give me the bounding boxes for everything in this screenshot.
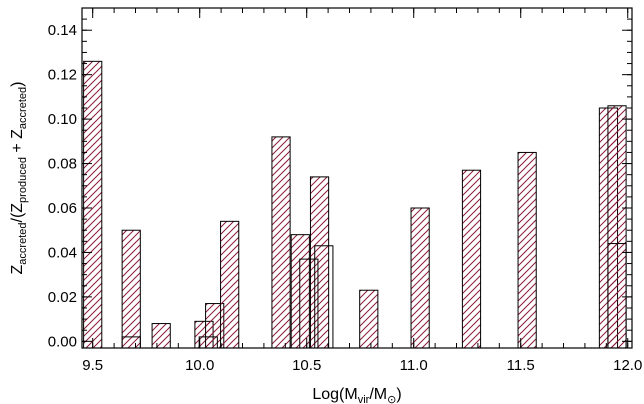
hatched-bar — [220, 220, 240, 349]
y-tick-label: 0.06 — [48, 200, 77, 217]
y-tick-label: 0.08 — [48, 156, 77, 173]
hatched-bar — [121, 229, 141, 349]
hatched-bar — [309, 176, 330, 349]
y-tick-label: 0.10 — [48, 111, 77, 128]
x-tick-label: 12.0 — [613, 357, 642, 374]
plot-frame — [81, 7, 633, 349]
tick-labels-layer: 9.5 10.0 10.5 11.0 11.5 12.0 0.00 0.02 0.04 0.06 0… — [48, 22, 643, 374]
hatched-bar — [359, 289, 379, 349]
x-tick-label: 9.5 — [82, 357, 103, 374]
y-tick-label: 0.04 — [48, 244, 77, 261]
x-axis-title: Log(Mvir/M⊙) — [312, 386, 401, 404]
hatched-bar — [461, 169, 482, 349]
y-tick-label: 0.00 — [48, 333, 77, 350]
hatched-bar — [290, 234, 310, 349]
hatched-bar — [151, 323, 171, 349]
x-tick-label: 10.0 — [185, 357, 214, 374]
hatched-bar — [517, 151, 537, 349]
x-tick-label: 10.5 — [292, 357, 321, 374]
hatched-bar — [410, 207, 430, 349]
y-tick-label: 0.12 — [48, 67, 77, 84]
hatched-bar — [271, 136, 291, 349]
y-tick-label: 0.02 — [48, 289, 77, 306]
hatched-bar — [83, 60, 103, 349]
x-tick-label: 11.5 — [507, 357, 535, 374]
y-axis-title: Zaccreted/(Zproduced + Zaccreted) — [9, 82, 29, 275]
hatched-bar — [607, 105, 627, 349]
ticks-layer — [82, 8, 632, 348]
x-tick-label: 11.0 — [400, 357, 428, 374]
bars-layer — [83, 60, 627, 349]
y-tick-label: 0.14 — [48, 22, 77, 39]
